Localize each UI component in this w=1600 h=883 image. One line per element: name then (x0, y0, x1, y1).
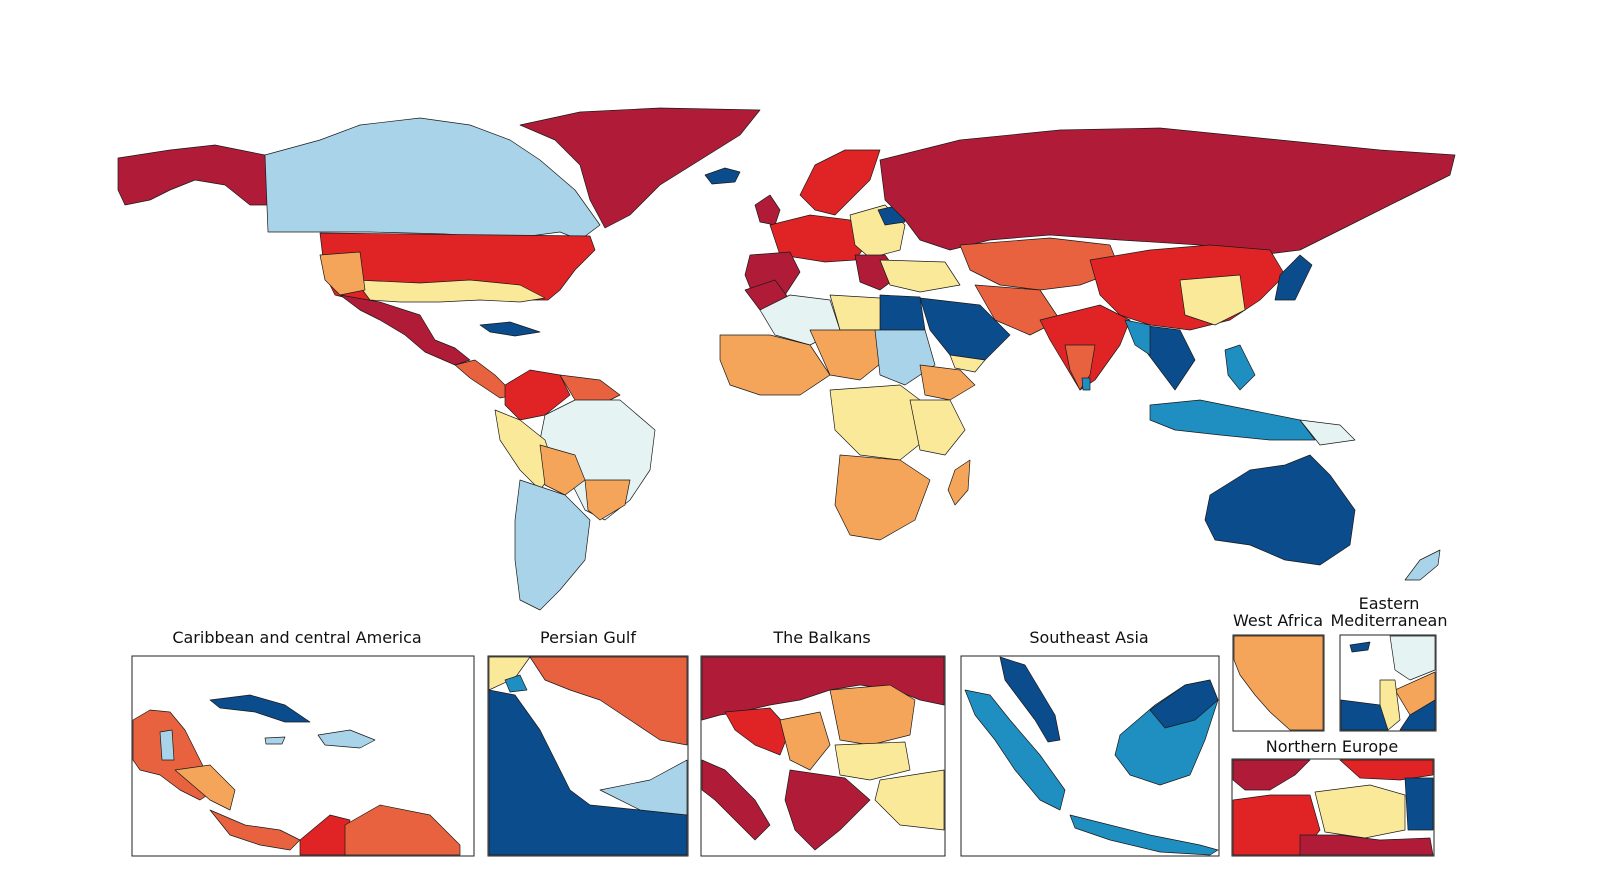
region-belarus-ne-inset (1404, 777, 1434, 831)
region-papua (1299, 419, 1356, 446)
world-map (117, 107, 1456, 611)
region-egypt-inset (1340, 699, 1389, 731)
region-croatia-inset (724, 707, 791, 756)
region-cuba-inset (209, 694, 311, 723)
region-ethiopia (919, 364, 976, 401)
inset-west-africa: West Africa (1232, 611, 1325, 732)
region-colombia (504, 369, 571, 421)
region-poland-ne-inset (1314, 784, 1406, 839)
region-saudi-inset (488, 689, 688, 856)
region-cuba (479, 321, 541, 337)
region-egypt (879, 294, 926, 331)
inset-eastern-mediterranean: Eastern Mediterranean (1331, 594, 1448, 732)
region-syria-inset (1389, 635, 1436, 681)
region-bulgaria-inset (834, 741, 911, 781)
region-baltic-ne-inset (1339, 759, 1434, 781)
region-sumatra-inset (964, 689, 1066, 811)
region-uae-inset (599, 759, 688, 816)
region-panama-inset (209, 809, 301, 851)
region-canada (264, 117, 601, 241)
inset-title-balkans: The Balkans (772, 628, 870, 647)
region-kazakhstan (959, 237, 1121, 291)
region-yemen (949, 354, 986, 373)
region-scandinavia (799, 149, 881, 216)
region-new-zealand (1404, 549, 1441, 581)
region-malay-peninsula-inset (999, 656, 1061, 743)
region-guatemala-inset (174, 764, 236, 811)
region-sabah-inset (1149, 679, 1219, 729)
region-cyprus-inset (1349, 641, 1371, 653)
region-iran-inset (529, 656, 688, 746)
region-greenland (519, 107, 761, 229)
region-uk (754, 194, 781, 226)
region-japan (1274, 254, 1313, 301)
region-venezuela-inset (344, 804, 461, 856)
inset-southeast-asia: Southeast Asia (960, 628, 1220, 857)
region-sri-lanka (1081, 377, 1091, 391)
region-alaska (117, 144, 269, 206)
region-sahel (809, 329, 886, 381)
region-madagascar (947, 459, 971, 506)
region-turkey-inset (874, 769, 945, 831)
region-iceland (704, 167, 741, 185)
region-scandinavia-ne-inset (1232, 759, 1311, 791)
region-turkey (879, 259, 961, 293)
inset-title-caribbean: Caribbean and central America (172, 628, 421, 647)
region-argentina (514, 479, 591, 611)
region-east-china (1179, 274, 1246, 326)
region-australia (1204, 454, 1356, 566)
region-kuwait-inset (504, 674, 528, 693)
region-belize-inset (159, 729, 175, 761)
region-southern-africa (834, 454, 931, 541)
region-west-africa (719, 334, 831, 396)
region-greece-inset (784, 769, 871, 851)
inset-caribbean: Caribbean and central America (131, 628, 475, 857)
region-central-africa (829, 384, 926, 461)
region-jamaica-inset (264, 736, 286, 745)
region-usa-south (354, 279, 546, 303)
region-philippines (1224, 344, 1256, 391)
inset-northern-europe: Northern Europe (1231, 737, 1435, 857)
inset-title-eastern-med-line2: Mediterranean (1331, 611, 1448, 630)
region-saudi-em-inset (1399, 699, 1436, 731)
inset-title-eastern-med-line1: Eastern (1359, 594, 1420, 613)
region-russia (879, 127, 1456, 256)
inset-title-southeast-asia: Southeast Asia (1029, 628, 1148, 647)
region-romania-inset (829, 684, 916, 746)
region-indonesia (1149, 399, 1316, 441)
region-germany-ne-inset (1232, 794, 1321, 856)
region-bolivia (539, 444, 586, 496)
inset-persian-gulf: Persian Gulf (487, 628, 689, 857)
region-sudan (874, 329, 936, 386)
region-myanmar (1124, 319, 1151, 356)
region-west-africa-inset (1233, 635, 1324, 731)
region-hispaniola-inset (317, 729, 376, 749)
inset-title-persian-gulf: Persian Gulf (540, 628, 636, 647)
inset-title-northern-europe: Northern Europe (1266, 737, 1398, 756)
inset-balkans: The Balkans (700, 628, 946, 857)
region-java-inset (1069, 814, 1219, 856)
region-italy-inset (701, 759, 771, 841)
region-czechia-ne-inset (1299, 834, 1434, 856)
region-usa-west (319, 251, 366, 296)
region-southern-brazil (584, 479, 631, 521)
region-east-africa (909, 399, 966, 456)
region-serbia-inset (779, 711, 831, 771)
region-mexico (339, 294, 471, 366)
inset-title-west-africa: West Africa (1233, 611, 1323, 630)
